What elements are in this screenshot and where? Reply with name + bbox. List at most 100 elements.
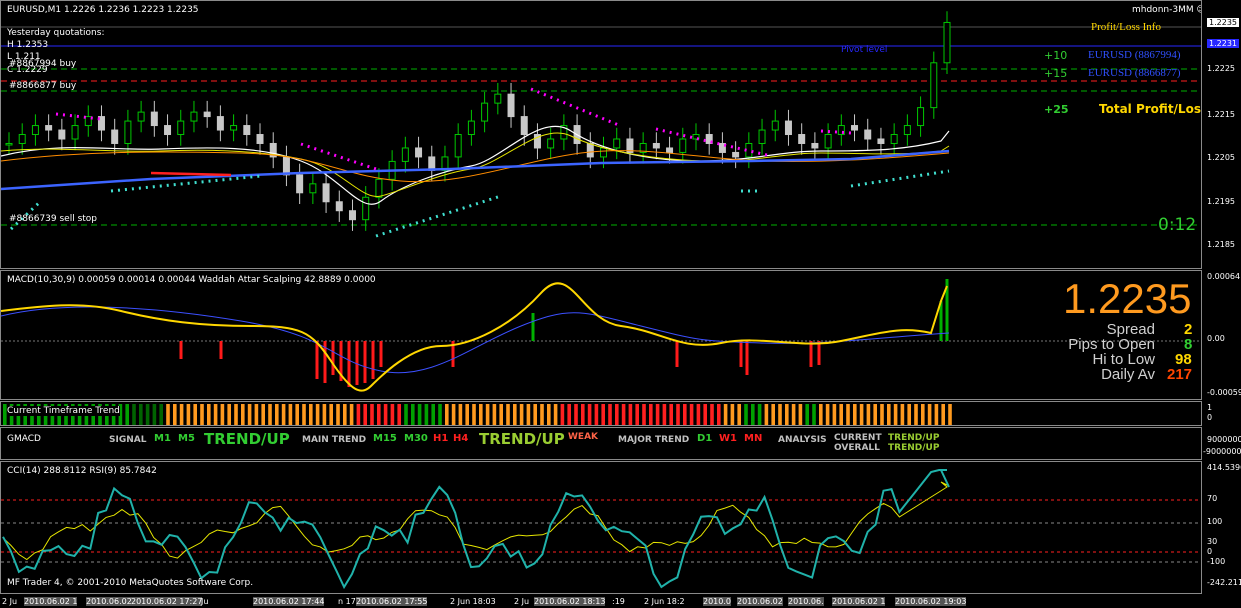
candle-body [45, 125, 53, 131]
gmacd-trend-1: TREND/UP [204, 430, 290, 448]
trend-header: Current Timeframe Trend [7, 406, 120, 416]
trend-pane[interactable]: Current Timeframe Trend [0, 401, 1202, 426]
candle-body [415, 147, 423, 158]
gmacd-h4: H4 [453, 433, 469, 444]
macd-hist-bar [179, 341, 183, 359]
trend-bar [825, 404, 830, 425]
trend-bar [921, 404, 925, 425]
macd-hist-bar [809, 341, 813, 367]
trend-bar [744, 404, 748, 425]
trend-bar [866, 404, 871, 425]
yesterday-high: H 1.2353 [7, 40, 49, 50]
price-box-pivot: 1.2231 [1207, 39, 1239, 48]
trend-tick-0: 0 [1207, 413, 1213, 422]
candle-body [718, 142, 726, 153]
trend-bar [166, 404, 170, 425]
trend-bar [805, 404, 809, 425]
price-chart-pane[interactable]: Pivot level EURUSD,M1 1.2226 1.2236 1.22… [0, 0, 1202, 269]
trend-bar [608, 404, 612, 425]
trend-bar [642, 404, 646, 425]
trend-bar [812, 404, 816, 425]
macd-hist-bar [379, 341, 383, 367]
macd-hist-bar [745, 341, 749, 375]
candle-body [137, 111, 145, 122]
macd-hist-bar [371, 341, 375, 379]
candle-body [177, 120, 185, 136]
gmacd-current: CURRENT [834, 433, 882, 443]
trend-bar [778, 404, 782, 425]
trend-bar [927, 404, 932, 425]
trend-bar [737, 404, 741, 425]
candle-body [877, 138, 885, 144]
macd-hist-bar [323, 341, 327, 383]
pl-row-2-value: +15 [1044, 67, 1068, 80]
cci-pane[interactable]: CCI(14) 288.8112 RSI(9) 85.7842 MF Trade… [0, 461, 1202, 594]
price-tick-4: 1.2205 [1207, 153, 1235, 162]
trend-axis: 1 0 [1204, 401, 1241, 426]
candle-body [454, 134, 462, 158]
gmacd-m15: M15 [373, 433, 397, 444]
trend-bar [118, 404, 123, 425]
trend-bar [893, 404, 898, 425]
candle-body [348, 210, 356, 221]
cci-tick-30: 30 [1207, 537, 1218, 546]
gmacd-pane[interactable]: GMACD [0, 427, 1202, 460]
trend-bar [465, 404, 469, 425]
yesterday-title: Yesterday quotations: [7, 28, 105, 38]
trend-bar [302, 404, 306, 425]
candle-body [520, 116, 528, 136]
candle-body [851, 125, 859, 131]
ma-red-line [150, 171, 232, 177]
trend-bar [900, 404, 905, 425]
candle-body [362, 196, 370, 221]
candle-body [150, 111, 158, 127]
trend-bar [676, 404, 680, 425]
trend-tick-1: 1 [1207, 403, 1213, 412]
candle-body [71, 125, 79, 140]
daily-av-label: Daily Av [1101, 366, 1155, 383]
trend-bar [234, 404, 238, 425]
candle-body [732, 151, 740, 158]
pl-row-1-value: +10 [1044, 49, 1068, 62]
price-tick-3: 1.2215 [1207, 110, 1235, 119]
candle-body [890, 134, 898, 144]
trend-bar [159, 404, 163, 425]
trend-bar [438, 404, 442, 425]
current-price-big: 1.2235 [1063, 275, 1192, 322]
macd-hist-bar [347, 341, 351, 387]
candle-body [666, 147, 674, 153]
pl-row-1-label: EURUSD (8867994) [1088, 49, 1181, 61]
trend-bar [370, 404, 374, 425]
candle-body [296, 174, 304, 194]
hilo-value: 98 [1175, 351, 1192, 368]
hilo-label: Hi to Low [1092, 351, 1155, 368]
price-tick-6: 1.2185 [1207, 240, 1235, 249]
candle-body [481, 102, 489, 122]
candle-body [124, 120, 132, 144]
candle-body [917, 107, 925, 127]
macd-hist-bar [339, 341, 343, 381]
trend-bar [315, 404, 320, 425]
trend-bar [785, 404, 789, 425]
gmacd-major-trend: MAJOR TREND [618, 435, 690, 445]
price-axis: 1.2235 1.2231 1.2225 1.2215 1.2205 1.219… [1204, 0, 1241, 269]
macd-pane[interactable]: MACD(10,30,9) 0.00059 0.00014 0.00044 Wa… [0, 270, 1202, 400]
macd-histogram [179, 279, 949, 387]
trend-bar [193, 404, 197, 425]
time-label: 2010.06.02 17:55 [356, 597, 428, 606]
trend-bar [241, 404, 245, 425]
candle-body [309, 183, 317, 194]
bar-timer: 0:12 [1158, 215, 1197, 235]
trend-bar [254, 404, 259, 425]
trend-bar [846, 404, 850, 425]
spread-label: Spread [1106, 321, 1155, 338]
chart-header: EURUSD,M1 1.2226 1.2236 1.2223 1.2235 [7, 5, 199, 15]
trend-bar [730, 404, 735, 425]
candle-body [652, 142, 660, 149]
cci-tick-0: 0 [1207, 547, 1213, 556]
trend-bar [268, 404, 272, 425]
candle-body [692, 134, 700, 140]
trend-bar [859, 404, 864, 425]
trend-bar [628, 404, 633, 425]
candle-body [5, 142, 13, 146]
